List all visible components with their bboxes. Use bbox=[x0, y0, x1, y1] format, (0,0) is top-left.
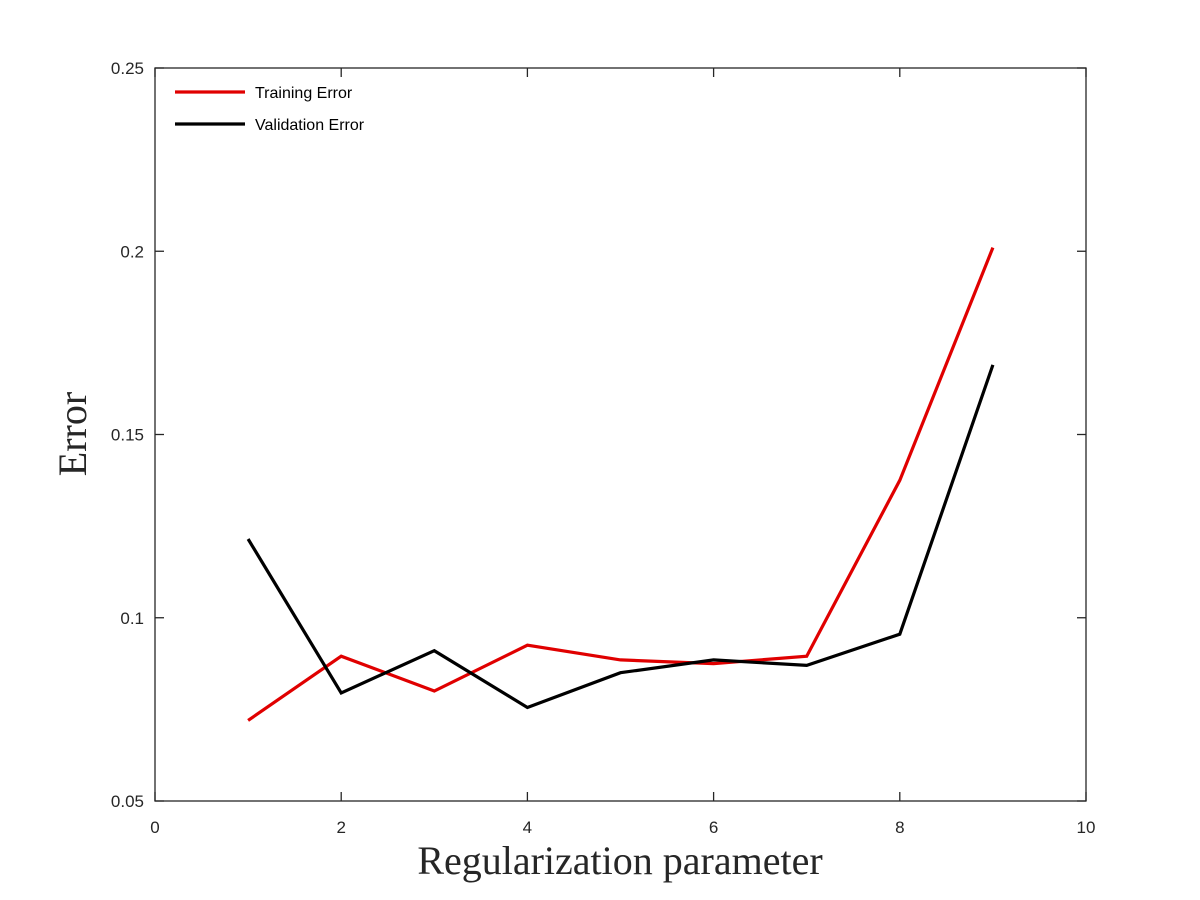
series-line-validation-error bbox=[246, 364, 995, 710]
series-layer bbox=[246, 247, 995, 722]
x-tick-label: 10 bbox=[1077, 818, 1096, 837]
plot-background bbox=[155, 68, 1086, 801]
y-tick-label: 0.15 bbox=[111, 426, 144, 445]
x-tick-label: 6 bbox=[709, 818, 718, 837]
y-tick-label: 0.1 bbox=[120, 609, 144, 628]
x-tick-label: 4 bbox=[523, 818, 532, 837]
y-axis-title: Error bbox=[50, 392, 95, 476]
x-tick-label: 8 bbox=[895, 818, 904, 837]
plot-frame bbox=[154, 67, 1087, 802]
y-tick-label: 0.05 bbox=[111, 792, 144, 811]
x-axis-title: Regularization parameter bbox=[417, 838, 822, 883]
x-tick-label: 2 bbox=[336, 818, 345, 837]
legend-label: Training Error bbox=[255, 85, 353, 102]
x-tick-label: 0 bbox=[150, 818, 159, 837]
ticks-layer: 0 2 4 6 8 10 0.05 0.1 0.15 0.2 0.25 bbox=[111, 59, 1096, 837]
y-tick-label: 0.2 bbox=[120, 242, 144, 261]
legend: Training Error Validation Error bbox=[175, 85, 365, 134]
legend-label: Validation Error bbox=[255, 117, 365, 134]
series-line-training-error bbox=[247, 247, 995, 722]
y-tick-label: 0.25 bbox=[111, 59, 144, 78]
